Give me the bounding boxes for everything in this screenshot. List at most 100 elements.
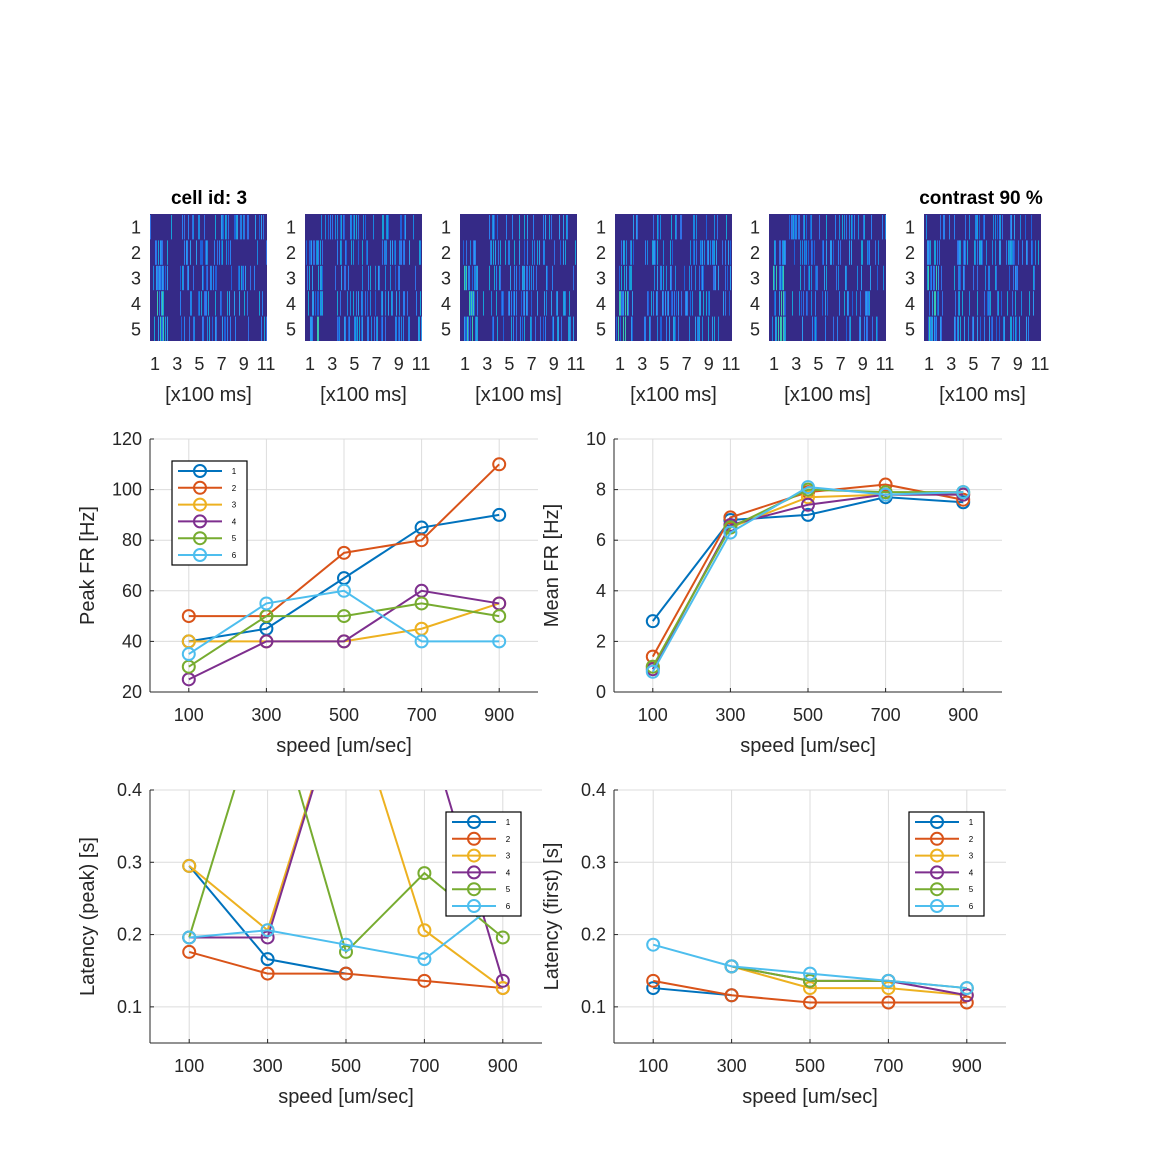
raster-xtick-label: 3 [172,354,182,374]
raster-spike [709,291,710,316]
raster-ytick-label: 4 [131,294,141,314]
raster-spike [1015,291,1016,316]
raster-spike [726,215,727,240]
line-plot-1: 100 300 500 700 900 20 40 60 80 100 120 speed [um/s… [77,429,538,757]
raster-spike [689,316,690,341]
raster-spike [356,215,357,240]
raster-spike [361,316,362,341]
raster-spike [826,240,827,265]
raster-spike [997,215,998,240]
raster-spike [248,215,249,240]
raster-spike [189,316,190,341]
raster-spike [184,316,185,341]
raster-spike [811,240,812,265]
raster-spike [684,265,685,291]
raster-spike [221,291,222,316]
series-marker-2 [959,995,974,1010]
raster-xtick-label: 1 [150,354,160,374]
raster-spike [497,316,498,341]
raster-spike [792,215,793,240]
raster-spike [814,240,815,265]
raster-spike [660,316,661,341]
raster-spike [165,265,166,291]
raster-spike [838,240,839,265]
raster-spike [714,316,715,341]
series-marker-5 [803,973,817,988]
raster-xtick-label: 5 [194,354,204,374]
raster-spike [396,291,397,316]
raster-spike [1013,240,1014,265]
raster-spike [867,316,868,341]
raster-spike [186,240,187,265]
raster-spike [387,215,388,240]
y-tick-label: 40 [122,631,142,651]
series-marker-6 [337,583,351,598]
raster-spike [847,291,848,316]
raster-spike [651,291,652,316]
raster-spike [962,291,963,316]
raster-spike [1000,215,1001,240]
raster-spike [1029,291,1030,316]
raster-spike [310,316,311,341]
series-marker-5 [417,866,432,881]
raster-spike [510,265,511,291]
series-marker-6 [801,480,815,495]
raster-spike [779,240,780,265]
raster-spike [312,316,313,341]
raster-spike [700,291,701,316]
y-tick-label: 0.1 [117,997,142,1017]
raster-spike [1014,240,1015,265]
legend-marker-1 [930,815,944,829]
raster-spike [996,316,997,341]
series-marker-3 [803,981,817,996]
raster-xlabel: [x100 ms] [320,384,407,406]
raster-spike [317,291,318,316]
raster-spike [477,291,478,316]
raster-spike [338,316,339,341]
raster-spike [472,265,473,291]
raster-spike [366,240,367,265]
raster-ytick-label: 4 [596,294,606,314]
raster-spike [230,316,231,341]
raster-spike [807,291,808,316]
raster-spike [653,240,654,265]
raster-spike [524,316,525,341]
raster-spike [309,265,310,291]
raster-spike [942,291,943,316]
raster-spike [193,265,194,291]
raster-xtick-label: 11 [876,354,895,374]
raster-spike [519,240,520,265]
legend-marker-5 [193,531,207,546]
raster-spike [944,215,945,240]
raster-spike [321,291,322,316]
raster-spike [198,215,199,240]
raster-spike [496,265,497,291]
raster-spike [384,240,385,265]
raster-spike [785,291,786,316]
legend: 1 2 3 4 5 6 [908,811,985,917]
y-tick-label: 2 [596,631,606,651]
raster-spike [623,316,624,341]
raster-spike [244,215,245,240]
raster-spike [984,316,985,341]
series-marker-2 [414,533,429,548]
raster-spike [660,215,661,240]
series-marker-4 [959,988,974,1003]
raster-spike [318,240,319,265]
raster-spike [974,240,975,265]
raster-spike [1006,240,1007,265]
raster-spike [830,240,831,265]
series-group [181,457,507,687]
raster-spike [500,265,501,291]
raster-spike [537,291,538,316]
raster-spike [858,215,859,240]
raster-spike [465,265,466,291]
raster-spike [566,215,567,240]
series-marker-5 [495,930,510,945]
raster-spike [644,316,645,341]
raster-xtick-label: 1 [924,354,934,374]
raster-spike [867,291,868,316]
raster-spike [866,316,867,341]
